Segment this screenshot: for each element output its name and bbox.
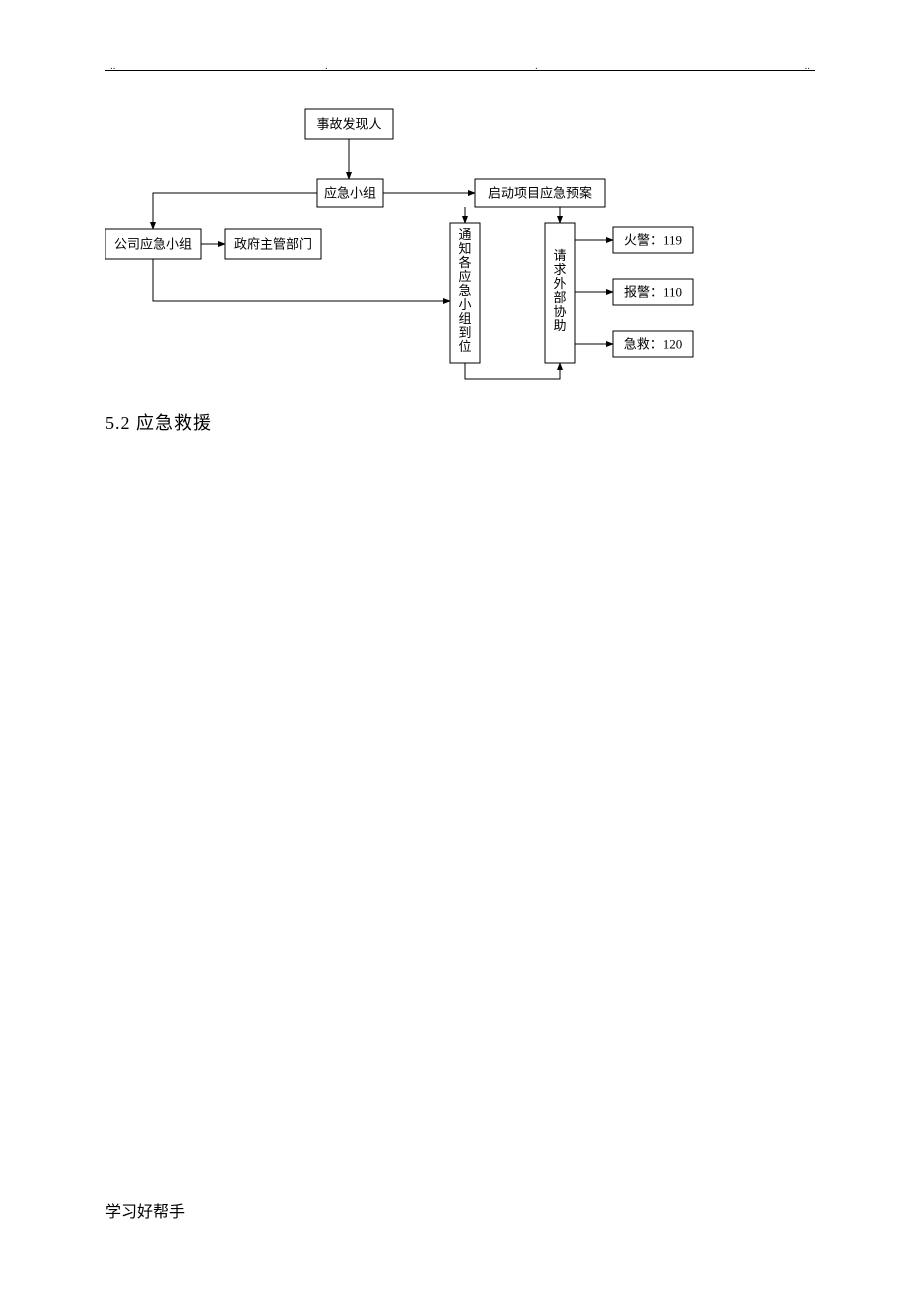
node-activate-label: 启动项目应急预案 [488, 186, 592, 201]
node-police: 报警：110 [613, 279, 693, 305]
flowchart-container: 事故发现人应急小组 启动项目应急预案公司应急小组 政府主管部门 通知各应急小组到位 请求… [105, 101, 815, 401]
node-discoverer: 事故发现人 [305, 109, 393, 139]
header-dot-1: .. [110, 60, 116, 72]
node-external: 请求外部协助 [545, 223, 575, 363]
header-rule: .. . . .. [105, 70, 815, 71]
edge-companyteam-to-notify [153, 259, 450, 301]
node-activate: 启动项目应急预案 [475, 179, 605, 207]
node-external-label: 请求外部协助 [553, 248, 566, 333]
node-discoverer-label: 事故发现人 [316, 117, 381, 132]
node-fire-label: 火警：119 [624, 233, 682, 248]
node-notify: 通知各应急小组到位 [450, 223, 480, 363]
node-gov: 政府主管部门 [225, 229, 321, 259]
node-ambulance: 急救：120 [613, 331, 693, 357]
node-notify-label: 通知各应急小组到位 [458, 227, 471, 354]
node-companyteam-label: 公司应急小组 [114, 237, 192, 252]
section-heading: 5.2 应急救援 [105, 409, 815, 435]
footer-text: 学习好帮手 [105, 1198, 185, 1222]
edge-notify-to-external [465, 363, 560, 379]
header-dot-2: . [325, 60, 328, 72]
header-dot-3: . [535, 60, 538, 72]
node-ambulance-label: 急救：120 [624, 337, 683, 352]
node-team: 应急小组 [317, 179, 383, 207]
node-team-label: 应急小组 [324, 186, 376, 201]
edge-team-to-companyteam [153, 193, 317, 229]
flowchart-svg: 事故发现人应急小组 启动项目应急预案公司应急小组 政府主管部门 通知各应急小组到位 请求… [105, 101, 815, 401]
node-police-label: 报警：110 [624, 285, 682, 300]
node-gov-label: 政府主管部门 [234, 237, 312, 252]
node-fire: 火警：119 [613, 227, 693, 253]
node-companyteam: 公司应急小组 [105, 229, 201, 259]
header-dot-4: .. [805, 60, 811, 72]
